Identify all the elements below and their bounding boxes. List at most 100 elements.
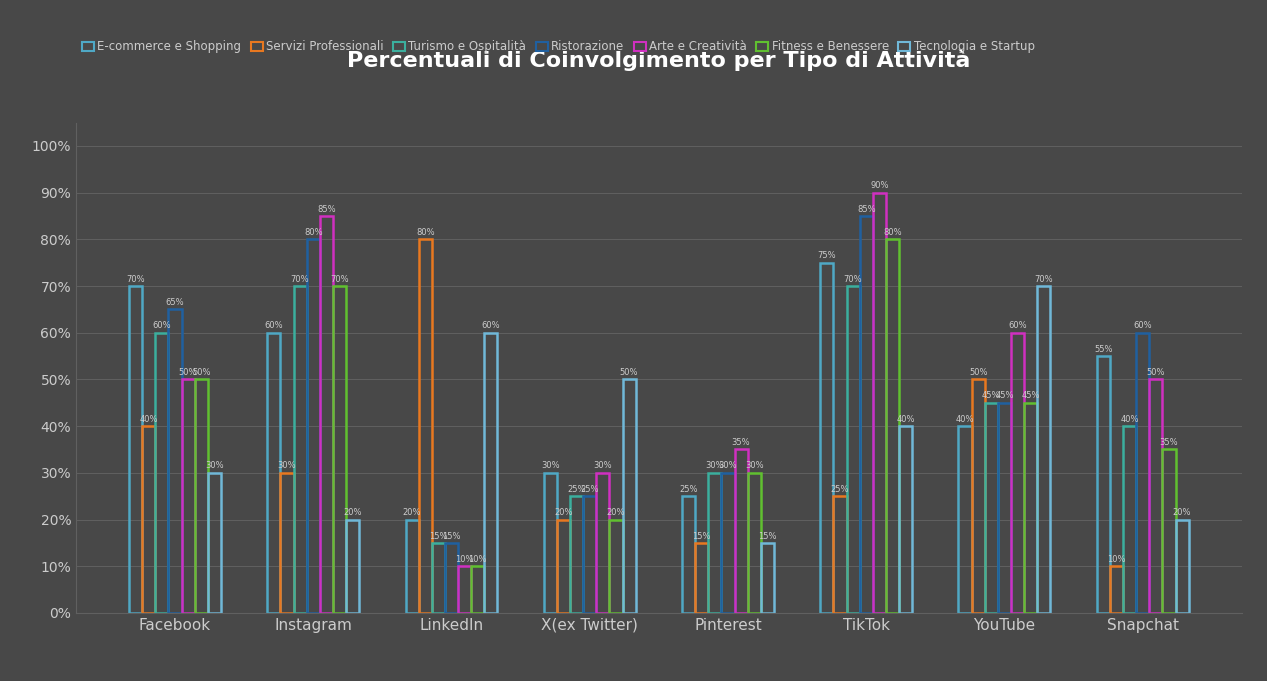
- Text: 45%: 45%: [982, 392, 1001, 400]
- Bar: [846, 286, 859, 613]
- Bar: [307, 239, 319, 613]
- Bar: [471, 566, 484, 613]
- Text: 10%: 10%: [1107, 555, 1125, 564]
- Bar: [169, 309, 181, 613]
- Bar: [129, 286, 142, 613]
- Text: 70%: 70%: [1035, 274, 1053, 284]
- Bar: [583, 496, 597, 613]
- Bar: [696, 543, 708, 613]
- Bar: [459, 566, 471, 613]
- Bar: [682, 496, 696, 613]
- Text: 85%: 85%: [317, 204, 336, 214]
- Bar: [622, 379, 636, 613]
- Text: 80%: 80%: [304, 228, 323, 237]
- Text: 30%: 30%: [205, 462, 224, 471]
- Bar: [445, 543, 459, 613]
- Bar: [972, 379, 984, 613]
- Text: 30%: 30%: [277, 462, 296, 471]
- Text: 45%: 45%: [995, 392, 1014, 400]
- Text: 35%: 35%: [732, 438, 750, 447]
- Legend: E-commerce e Shopping, Servizi Professionali, Turismo e Ospitalità, Ristorazione: E-commerce e Shopping, Servizi Professio…: [82, 40, 1035, 53]
- Bar: [1123, 426, 1136, 613]
- Text: 40%: 40%: [896, 415, 915, 424]
- Text: 70%: 70%: [331, 274, 348, 284]
- Text: 40%: 40%: [955, 415, 974, 424]
- Bar: [1162, 449, 1176, 613]
- Text: 50%: 50%: [179, 368, 198, 377]
- Bar: [735, 449, 748, 613]
- Bar: [760, 543, 774, 613]
- Bar: [748, 473, 760, 613]
- Text: 60%: 60%: [152, 321, 171, 330]
- Bar: [708, 473, 721, 613]
- Text: 65%: 65%: [166, 298, 184, 307]
- Bar: [142, 426, 156, 613]
- Text: 35%: 35%: [1159, 438, 1178, 447]
- Bar: [984, 402, 998, 613]
- Text: 50%: 50%: [193, 368, 210, 377]
- Text: 50%: 50%: [969, 368, 987, 377]
- Bar: [294, 286, 307, 613]
- Text: 50%: 50%: [1147, 368, 1166, 377]
- Text: 10%: 10%: [455, 555, 474, 564]
- Bar: [834, 496, 846, 613]
- Bar: [1011, 333, 1024, 613]
- Text: 20%: 20%: [607, 508, 625, 517]
- Text: 50%: 50%: [620, 368, 639, 377]
- Bar: [432, 543, 445, 613]
- Text: 70%: 70%: [127, 274, 144, 284]
- Bar: [1176, 520, 1188, 613]
- Text: 70%: 70%: [290, 274, 309, 284]
- Bar: [208, 473, 220, 613]
- Text: 20%: 20%: [554, 508, 573, 517]
- Text: 75%: 75%: [817, 251, 836, 260]
- Text: 25%: 25%: [580, 485, 599, 494]
- Text: 40%: 40%: [1120, 415, 1139, 424]
- Text: 20%: 20%: [403, 508, 422, 517]
- Bar: [1024, 402, 1038, 613]
- Bar: [570, 496, 583, 613]
- Text: 20%: 20%: [1173, 508, 1191, 517]
- Bar: [418, 239, 432, 613]
- Text: 90%: 90%: [870, 181, 888, 190]
- Bar: [280, 473, 294, 613]
- Text: 30%: 30%: [593, 462, 612, 471]
- Bar: [1136, 333, 1149, 613]
- Bar: [859, 216, 873, 613]
- Text: 30%: 30%: [745, 462, 764, 471]
- Bar: [1097, 356, 1110, 613]
- Bar: [609, 520, 622, 613]
- Text: 25%: 25%: [568, 485, 585, 494]
- Bar: [319, 216, 333, 613]
- Bar: [181, 379, 195, 613]
- Bar: [557, 520, 570, 613]
- Text: 45%: 45%: [1021, 392, 1040, 400]
- Bar: [1149, 379, 1162, 613]
- Text: 10%: 10%: [469, 555, 487, 564]
- Text: 40%: 40%: [139, 415, 158, 424]
- Bar: [900, 426, 912, 613]
- Text: 25%: 25%: [831, 485, 849, 494]
- Bar: [959, 426, 972, 613]
- Bar: [346, 520, 359, 613]
- Text: 15%: 15%: [430, 531, 447, 541]
- Bar: [267, 333, 280, 613]
- Text: 20%: 20%: [343, 508, 362, 517]
- Bar: [333, 286, 346, 613]
- Bar: [597, 473, 609, 613]
- Bar: [721, 473, 735, 613]
- Bar: [156, 333, 169, 613]
- Bar: [886, 239, 900, 613]
- Text: 85%: 85%: [856, 204, 875, 214]
- Text: 80%: 80%: [883, 228, 902, 237]
- Text: 55%: 55%: [1095, 345, 1112, 353]
- Text: 60%: 60%: [1134, 321, 1152, 330]
- Text: 15%: 15%: [442, 531, 461, 541]
- Bar: [1038, 286, 1050, 613]
- Bar: [544, 473, 557, 613]
- Text: 60%: 60%: [265, 321, 283, 330]
- Text: 15%: 15%: [693, 531, 711, 541]
- Text: 60%: 60%: [481, 321, 500, 330]
- Bar: [405, 520, 418, 613]
- Text: 30%: 30%: [541, 462, 560, 471]
